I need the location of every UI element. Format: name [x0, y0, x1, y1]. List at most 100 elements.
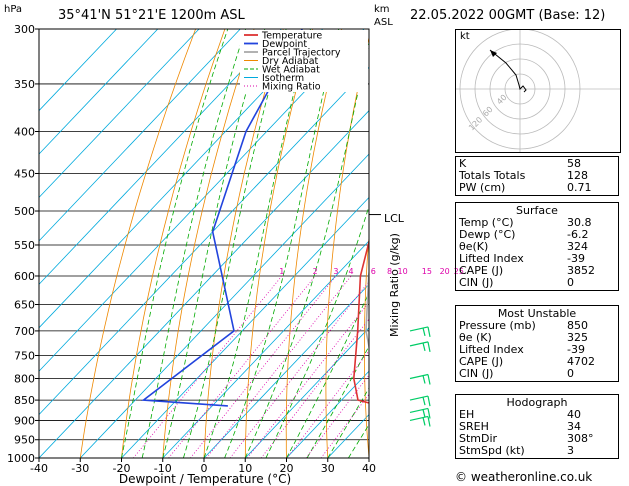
most_unstable-row-label: Pressure (mb): [459, 319, 536, 332]
most_unstable-row: θe (K) 325: [456, 332, 618, 344]
wind-barb-shaft: [409, 326, 429, 332]
dry-adiabat-line: [363, 232, 369, 458]
surface-table: Surface Temp (°C) 30.8 Dewp (°C) -6.2 θe(K) 32…: [455, 202, 619, 291]
wind-barb-shaft: [409, 373, 429, 380]
isotherm-line: [244, 327, 369, 458]
asl-label: ASL: [374, 17, 393, 28]
surface-row: Dewp (°C) -6.2: [456, 229, 618, 241]
surface-row-label: CIN (J): [459, 276, 494, 289]
isotherm-line: [121, 196, 369, 458]
wet-adiabat-line: [121, 29, 229, 458]
most_unstable-row: CIN (J) 0: [456, 368, 618, 380]
pressure-tick-label: 500: [14, 205, 35, 218]
indices-row-value: 58: [567, 157, 581, 170]
pressure-tick-label: 400: [14, 126, 35, 139]
temperature-tick-label: -40: [30, 462, 48, 475]
surface-row: CIN (J) 0: [456, 277, 618, 289]
most_unstable-row-value: 0: [567, 367, 574, 380]
most_unstable-row-label: θe (K): [459, 331, 492, 344]
pressure-tick-label: 900: [14, 414, 35, 427]
wind-barb: [409, 341, 431, 352]
datetime-label: 22.05.2022 00GMT (Base: 12): [410, 8, 606, 23]
wind-barb: [409, 415, 431, 427]
surface-row-label: θe(K): [459, 240, 489, 253]
dry-adiabat-line: [325, 35, 369, 458]
hodograph_table-row-value: 308°: [567, 432, 594, 445]
mixing-ratio-line: [320, 393, 369, 458]
legend-item: Wet Adiabat: [262, 65, 320, 76]
mixing-ratio-tick-label: 1: [279, 267, 284, 276]
wet-adiabat-line: [244, 40, 369, 458]
indices-row-value: 0.71: [567, 181, 592, 194]
temperature-tick-label: 10: [238, 462, 252, 475]
surface-row: Temp (°C) 30.8: [456, 217, 618, 229]
temperature-tick-label: 20: [280, 462, 294, 475]
dry-adiabat-line: [244, 29, 313, 458]
most_unstable-row-value: 850: [567, 319, 588, 332]
isotherm-line: [286, 370, 369, 458]
wet-adiabat-line: [327, 387, 369, 458]
wind-barb-shaft: [409, 407, 429, 414]
surface-row: CAPE (J) 3852: [456, 265, 618, 277]
dry-adiabat-line: [285, 29, 343, 458]
mixing-ratio-line: [168, 275, 316, 458]
surface-row-value: -6.2: [567, 228, 589, 241]
indices-row-label: K: [459, 157, 467, 170]
mixing-ratio-tick-label: 15: [422, 267, 432, 276]
wind-barb-shaft: [409, 415, 429, 422]
mixing-ratio-line: [229, 280, 369, 458]
mixing-ratio-tick-label: 2: [313, 267, 318, 276]
indices-row-label: PW (cm): [459, 181, 506, 194]
pressure-tick-label: 550: [14, 239, 35, 252]
wind-barb-flag: [422, 409, 426, 418]
isotherm-line: [39, 29, 200, 199]
most_unstable-row-label: CAPE (J): [459, 355, 504, 368]
x-axis-label: Dewpoint / Temperature (°C): [119, 472, 291, 486]
wind-barb-flag: [427, 326, 431, 338]
indices-row: K 58: [456, 158, 618, 170]
temperature-tick-label: -30: [71, 462, 89, 475]
isotherm-line: [79, 153, 369, 458]
mixing-ratio-tick-label: 3: [333, 267, 338, 276]
location-title: 35°41'N 51°21'E 1200m ASL: [58, 8, 245, 23]
isotherm-line: [39, 29, 241, 242]
mixing-ratio-line: [247, 301, 369, 458]
hodograph_table-row: EH 40: [456, 409, 618, 421]
surface-row-value: -39: [567, 252, 585, 265]
legend-item: Mixing Ratio: [262, 82, 321, 93]
most_unstable-title: Most Unstable: [497, 307, 577, 320]
surface-row-value: 324: [567, 240, 588, 253]
hodograph-panel: kt 40 60 120: [455, 29, 621, 153]
mixing-ratio-tick-label: 6: [371, 267, 376, 276]
surface-title: Surface: [516, 204, 558, 217]
wet-adiabat-line: [286, 291, 369, 458]
isotherm-line: [39, 110, 369, 458]
hodograph_table-row: StmDir 308°: [456, 433, 618, 445]
most-unstable-table: Most Unstable Pressure (mb) 850 θe (K) 325 Li…: [455, 305, 619, 382]
temperature-tick-label: 40: [362, 462, 376, 475]
hodograph-ring-label: 60: [481, 105, 495, 119]
mixing-ratio-tick-label: 25: [454, 267, 464, 276]
legend-item: Dry Adiabat: [262, 56, 319, 67]
mixing-ratio-axis-label: Mixing Ratio (g/kg): [388, 233, 401, 337]
mixing-ratio-tick-label: 20: [440, 267, 450, 276]
pressure-tick-label: 700: [14, 325, 35, 338]
indices-row: Totals Totals 128: [456, 170, 618, 182]
isotherm-line: [39, 29, 365, 372]
temperature-tick-label: -10: [154, 462, 172, 475]
temperature-tick-label: -20: [113, 462, 131, 475]
isotherm-line: [203, 283, 369, 458]
dry-adiabat-line: [121, 29, 226, 458]
temperature-tick-label: 0: [201, 462, 208, 475]
parcel-trajectory-line: [365, 268, 369, 351]
mixing-ratio-line: [305, 374, 369, 458]
dry-adiabat-line: [162, 29, 255, 458]
most_unstable-row: Lifted Index -39: [456, 344, 618, 356]
wind-barb: [409, 373, 431, 385]
wet-adiabat-line: [203, 29, 311, 458]
wind-barb-flag: [427, 374, 431, 385]
wet-adiabat-line: [162, 29, 266, 458]
wind-barb: [409, 407, 431, 419]
copyright-footer[interactable]: © weatheronline.co.uk: [455, 470, 593, 484]
mixing-ratio-line: [132, 275, 283, 458]
